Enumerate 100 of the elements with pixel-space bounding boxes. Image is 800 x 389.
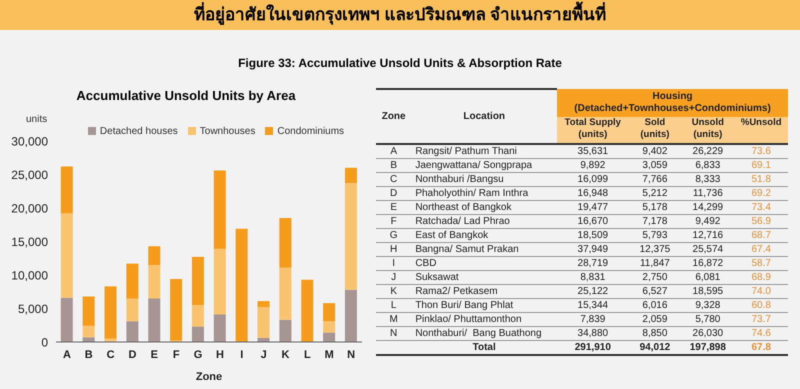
y-axis-title: units xyxy=(26,114,48,125)
data-label: 11,847 xyxy=(628,256,682,270)
bar xyxy=(60,213,73,298)
x-tick-label: A xyxy=(62,348,71,361)
bar xyxy=(301,280,314,342)
category-label: L xyxy=(376,298,412,312)
y-tick-label: 5,000 xyxy=(18,302,48,316)
x-tick-label: J xyxy=(260,348,267,361)
category-label: H xyxy=(376,242,412,256)
data-label: 34,880 xyxy=(557,326,629,340)
data-label: 6,833 xyxy=(681,158,734,172)
category-label: A xyxy=(376,144,412,158)
data-label: 16,670 xyxy=(557,214,629,228)
x-tick-label: D xyxy=(128,348,137,361)
bar xyxy=(258,301,270,308)
x-tick-label: H xyxy=(216,348,224,361)
bar xyxy=(170,279,182,341)
x-tick-label: L xyxy=(304,348,311,361)
bar xyxy=(279,320,292,342)
data-label: 6,081 xyxy=(681,270,734,284)
bar xyxy=(214,314,226,342)
data-label: 9,402 xyxy=(628,144,682,158)
category-label: B xyxy=(376,158,412,172)
data-label: 73.7 xyxy=(734,312,788,326)
data-label: 8,831 xyxy=(557,270,629,284)
text: Zone xyxy=(376,89,412,144)
data-label: 8,850 xyxy=(628,326,682,340)
bar xyxy=(344,290,357,342)
data-label: 9,492 xyxy=(681,214,734,228)
text: 67.8 xyxy=(751,342,771,353)
y-tick-label: 0 xyxy=(41,335,48,350)
y-tick-label: 25,000 xyxy=(11,168,48,182)
data-label: 9,892 xyxy=(557,158,629,172)
x-tick-label: C xyxy=(106,348,115,361)
category-label: Rama2/ Petkasem xyxy=(415,286,498,297)
data-label: 74.0 xyxy=(734,284,788,298)
bar xyxy=(344,168,357,184)
data-label: 69.1 xyxy=(734,158,788,172)
data-label: 73.4 xyxy=(734,200,788,214)
bar xyxy=(344,183,357,290)
bar xyxy=(192,305,204,327)
category-label: Northeast of Bangkok xyxy=(415,202,512,213)
x-tick-label: G xyxy=(194,348,202,361)
data-label: 2,750 xyxy=(628,270,682,284)
data-label: 69.2 xyxy=(734,186,788,200)
data-label: 18,509 xyxy=(557,228,629,242)
category-label: M xyxy=(376,312,412,326)
category-label: G xyxy=(376,228,412,242)
bar xyxy=(192,256,204,306)
data-label: 7,178 xyxy=(628,214,682,228)
data-label: 2,059 xyxy=(628,312,682,326)
bar xyxy=(60,298,73,342)
category-label: Bangna/ Samut Prakan xyxy=(415,244,519,255)
data-label: 14,299 xyxy=(681,200,734,214)
data-label: 7,766 xyxy=(628,172,682,186)
data-label: 73.6 xyxy=(734,144,788,158)
x-tick-label: M xyxy=(324,348,334,361)
category-label: Jaengwattana/ Songprapa xyxy=(415,160,532,171)
bar xyxy=(126,264,138,298)
text: 291,910 xyxy=(574,342,611,353)
text: 94,012 xyxy=(640,342,670,353)
data-label: 19,477 xyxy=(557,200,629,214)
data-label: 5,793 xyxy=(628,228,682,242)
x-axis-title: Zone xyxy=(196,371,222,383)
category-label: East of Bangkok xyxy=(415,230,488,241)
data-label: 6,527 xyxy=(628,284,682,298)
data-label: 67.4 xyxy=(734,242,788,256)
category-label: Nonthaburi /Bangsu xyxy=(415,174,504,185)
text: ที่อยู่อาศัยในเขตกรุงเทพฯ และปริมณฑล จำแนกรายพื้นที่ xyxy=(0,0,800,30)
x-tick-label: E xyxy=(150,348,158,361)
data-label: 25,574 xyxy=(681,242,734,256)
y-tick-label: 20,000 xyxy=(11,201,48,216)
data-label: 15,344 xyxy=(557,298,629,312)
data-label: 16,099 xyxy=(557,172,629,186)
category-label: I xyxy=(376,256,412,270)
data-label: 26,229 xyxy=(681,144,734,158)
bar xyxy=(148,246,160,265)
bar xyxy=(279,218,292,268)
data-label: 16,948 xyxy=(557,186,629,200)
text: %Unsold xyxy=(734,117,788,144)
bar xyxy=(236,228,248,342)
bar xyxy=(126,321,138,342)
legend-title: Housing (Detached+Townhouses+Condominiums) xyxy=(557,89,788,117)
category-label: E xyxy=(376,200,412,214)
legend-label: Detached houses xyxy=(100,126,178,137)
text: Total xyxy=(411,340,558,355)
y-tick-label: 15,000 xyxy=(11,234,48,249)
data-label: 5,178 xyxy=(628,200,682,214)
data-label: 18,595 xyxy=(681,284,734,298)
category-label: N xyxy=(376,326,412,340)
text: Location xyxy=(411,89,558,144)
data-label: 11,736 xyxy=(681,186,734,200)
data-label: 37,949 xyxy=(557,242,629,256)
x-tick-label: F xyxy=(172,348,180,361)
data-label: 35,631 xyxy=(557,144,629,158)
category-label: Phaholyothin/ Ram Inthra xyxy=(415,188,528,199)
data-label: 68.9 xyxy=(734,270,788,284)
text: Total Supply (units) xyxy=(557,117,629,144)
category-label: Nonthaburi/ Bang Buathong xyxy=(415,328,542,339)
bar xyxy=(258,307,270,338)
